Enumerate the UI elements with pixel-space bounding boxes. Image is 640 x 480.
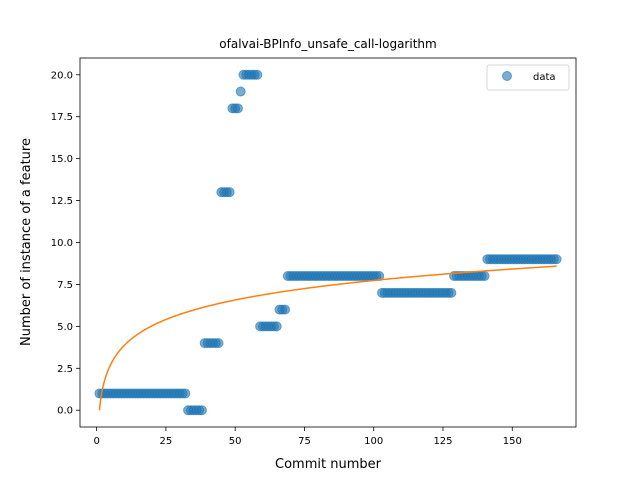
- x-axis: 0 25 50 75 100 125 150: [93, 427, 522, 447]
- y-tick-label: 20.0: [51, 70, 73, 81]
- legend-marker: [502, 71, 512, 81]
- x-axis-title: Commit number: [275, 457, 382, 472]
- x-tick-label: 50: [229, 436, 242, 447]
- x-tick-label: 100: [364, 436, 383, 447]
- x-tick-label: 75: [298, 436, 311, 447]
- legend: data: [486, 64, 570, 91]
- x-tick-label: 125: [433, 436, 452, 447]
- y-tick-label: 10.0: [51, 238, 73, 249]
- y-axis: 0.0 2.5 5.0 7.5 10.0 12.5 15.0 17.5 20.0: [51, 70, 80, 417]
- y-tick-label: 5.0: [57, 322, 73, 333]
- data-point: [551, 254, 562, 265]
- data-point: [252, 69, 263, 80]
- y-tick-label: 12.5: [51, 196, 73, 207]
- y-tick-label: 0.0: [57, 406, 73, 417]
- data-point: [232, 103, 243, 114]
- data-point: [224, 187, 235, 198]
- data-point: [213, 338, 224, 349]
- data-point: [280, 304, 291, 315]
- y-axis-title: Number of instance of a feature: [19, 138, 34, 346]
- data-point: [235, 86, 246, 97]
- x-tick-label: 150: [503, 436, 522, 447]
- x-tick-label: 25: [160, 436, 173, 447]
- chart-title: ofalvai-BPInfo_unsafe_call-logarithm: [219, 37, 436, 51]
- fit-line: [98, 265, 557, 411]
- data-point: [180, 388, 191, 399]
- legend-label: data: [533, 72, 556, 83]
- y-tick-label: 17.5: [51, 112, 73, 123]
- data-point: [446, 287, 457, 298]
- x-tick-label: 0: [93, 436, 99, 447]
- legend-box: [486, 64, 570, 91]
- data-point: [196, 405, 207, 416]
- y-tick-label: 15.0: [51, 154, 73, 165]
- y-tick-label: 2.5: [57, 364, 73, 375]
- data-series: [94, 69, 562, 416]
- data-point: [271, 321, 282, 332]
- plot-area: [94, 69, 562, 416]
- y-tick-label: 7.5: [57, 280, 73, 291]
- data-point: [479, 271, 490, 282]
